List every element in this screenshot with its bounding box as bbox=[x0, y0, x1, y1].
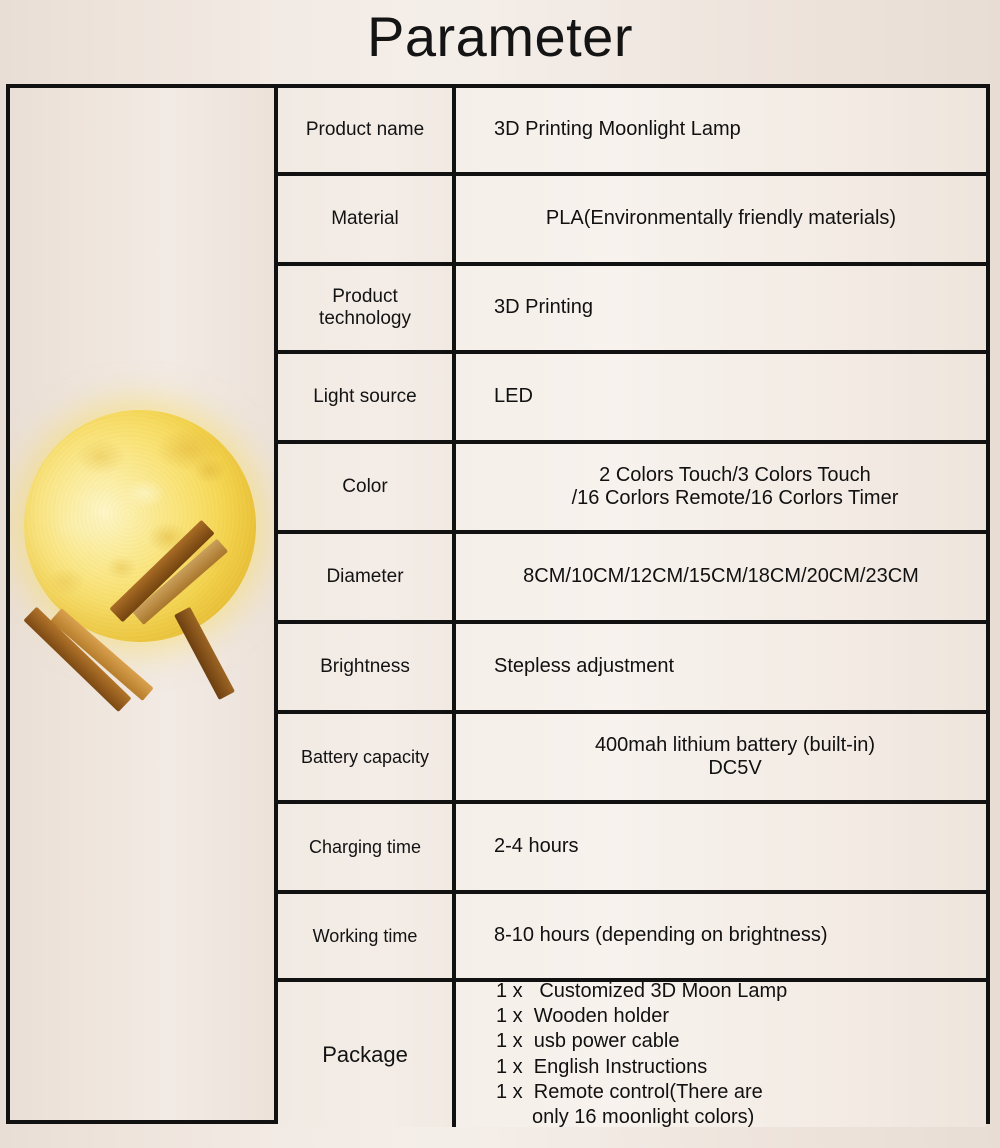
battery-line-2: DC5V bbox=[708, 757, 762, 779]
wooden-stand bbox=[10, 519, 274, 740]
row-value-material: PLA(Environmentally friendly materials) bbox=[456, 176, 986, 262]
moon-sphere-icon bbox=[24, 410, 256, 642]
row-value-brightness: Stepless adjustment bbox=[456, 624, 986, 710]
table-row: Product name 3D Printing Moonlight Lamp bbox=[278, 88, 986, 176]
row-label-product-technology: Product technology bbox=[278, 266, 456, 350]
row-label-light-source: Light source bbox=[278, 354, 456, 440]
list-item: only 16 moonlight colors) bbox=[532, 1105, 755, 1128]
row-value-package: 1 x Customized 3D Moon Lamp 1 x Wooden h… bbox=[456, 979, 986, 1130]
list-item: 1 x Wooden holder bbox=[496, 1005, 670, 1028]
row-label-product-name: Product name bbox=[278, 88, 456, 172]
table-row: Diameter 8CM/10CM/12CM/15CM/18CM/20CM/23… bbox=[278, 534, 986, 624]
row-label-working-time: Working time bbox=[278, 894, 456, 978]
table-row: Battery capacity 400mah lithium battery … bbox=[278, 714, 986, 804]
list-item: 1 x English Instructions bbox=[496, 1055, 708, 1078]
row-value-color: 2 Colors Touch/3 Colors Touch /16 Corlor… bbox=[456, 444, 986, 530]
row-label-material: Material bbox=[278, 176, 456, 262]
moon-lamp-illustration bbox=[10, 410, 274, 740]
page-title: Parameter bbox=[367, 5, 633, 68]
specification-table: Product name 3D Printing Moonlight Lamp … bbox=[6, 84, 990, 1128]
table-row: Brightness Stepless adjustment bbox=[278, 624, 986, 714]
table-row: Working time 8-10 hours (depending on br… bbox=[278, 894, 986, 982]
list-item: 1 x usb power cable bbox=[496, 1030, 680, 1053]
row-value-product-name: 3D Printing Moonlight Lamp bbox=[456, 88, 986, 172]
stand-bar-front-end bbox=[174, 606, 236, 700]
parameter-rows: Product name 3D Printing Moonlight Lamp … bbox=[278, 88, 986, 1128]
table-row: Package 1 x Customized 3D Moon Lamp 1 x … bbox=[278, 979, 986, 1130]
row-label-package: Package bbox=[278, 982, 456, 1127]
row-value-light-source: LED bbox=[456, 354, 986, 440]
color-line-1: 2 Colors Touch/3 Colors Touch bbox=[599, 463, 871, 486]
table-row: Color 2 Colors Touch/3 Colors Touch /16 … bbox=[278, 444, 986, 534]
table-row: Product technology 3D Printing bbox=[278, 266, 986, 354]
table-row: Light source LED bbox=[278, 354, 986, 444]
row-value-product-technology: 3D Printing bbox=[456, 266, 986, 350]
list-item: 1 x Remote control(There are bbox=[496, 1080, 763, 1103]
table-row: Charging time 2-4 hours bbox=[278, 804, 986, 894]
color-line-2: /16 Corlors Remote/16 Corlors Timer bbox=[571, 487, 899, 509]
row-label-color: Color bbox=[278, 444, 456, 530]
battery-line-1: 400mah lithium battery (built-in) bbox=[594, 733, 876, 756]
row-value-diameter: 8CM/10CM/12CM/15CM/18CM/20CM/23CM bbox=[456, 534, 986, 620]
row-label-charging-time: Charging time bbox=[278, 804, 456, 890]
row-label-diameter: Diameter bbox=[278, 534, 456, 620]
row-value-working-time: 8-10 hours (depending on brightness) bbox=[456, 894, 986, 978]
row-label-brightness: Brightness bbox=[278, 624, 456, 710]
package-item-list: 1 x Customized 3D Moon Lamp 1 x Wooden h… bbox=[496, 979, 787, 1130]
list-item: 1 x Customized 3D Moon Lamp bbox=[496, 979, 788, 1002]
row-value-battery-capacity: 400mah lithium battery (built-in) DC5V bbox=[456, 714, 986, 800]
row-label-battery-capacity: Battery capacity bbox=[278, 714, 456, 800]
table-row: Material PLA(Environmentally friendly ma… bbox=[278, 176, 986, 266]
row-value-charging-time: 2-4 hours bbox=[456, 804, 986, 890]
product-image-panel bbox=[10, 88, 278, 1120]
